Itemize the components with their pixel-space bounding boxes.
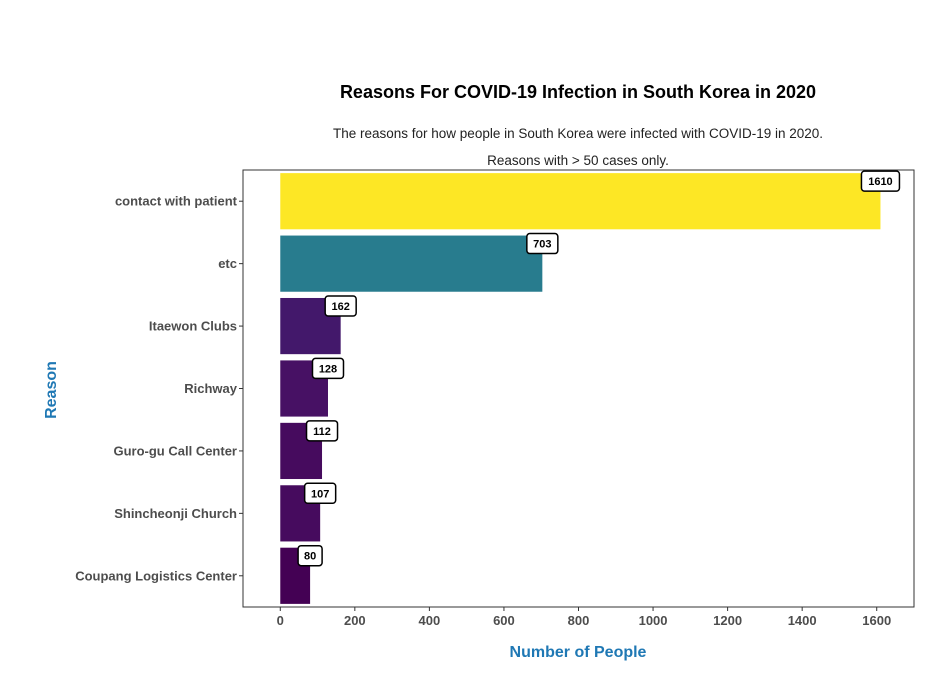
data-label-box	[860, 170, 901, 192]
data-label-text: 1610	[868, 176, 892, 188]
y-tick-label: etc	[218, 256, 237, 271]
y-tick-label: Richway	[184, 381, 238, 396]
data-label-text: 112	[313, 426, 331, 438]
bar	[280, 235, 543, 292]
data-label-text: 703	[533, 239, 551, 251]
y-tick-label: contact with patient	[115, 194, 238, 209]
data-label-text: 162	[331, 301, 349, 313]
data-label: 128	[311, 357, 345, 380]
y-tick-label: Guro-gu Call Center	[113, 443, 237, 458]
plot-area: contact with patient 1610 etc 703 Itaewon Cl…	[75, 169, 915, 628]
x-tick-label: 200	[344, 613, 366, 628]
x-tick-label: 800	[568, 613, 590, 628]
data-label: 112	[305, 420, 339, 442]
data-label-box	[526, 232, 559, 255]
data-label-box	[297, 544, 323, 567]
x-tick-label: 1000	[639, 613, 668, 628]
x-tick-label: 1400	[788, 613, 817, 628]
y-tick-label: Itaewon Clubs	[149, 319, 237, 334]
data-label: 1610	[860, 170, 901, 192]
data-label-box	[324, 295, 357, 317]
data-label: 162	[324, 295, 357, 317]
y-tick-label: Shincheonji Church	[114, 506, 237, 521]
bar	[280, 173, 881, 230]
x-tick-label: 1200	[713, 613, 742, 628]
data-label: 80	[297, 544, 323, 567]
x-tick-label: 0	[277, 613, 284, 628]
data-label-box	[303, 482, 337, 505]
data-label-box	[305, 420, 339, 442]
data-label: 703	[526, 232, 559, 255]
y-axis-title: Reason	[43, 361, 60, 419]
chart-title: Reasons For COVID-19 Infection in South …	[340, 82, 816, 102]
chart-subtitle-line-1: The reasons for how people in South Kore…	[333, 126, 823, 141]
y-tick-label: Coupang Logistics Center	[75, 568, 237, 583]
x-tick-label: 600	[493, 613, 515, 628]
data-label-box	[311, 357, 345, 380]
x-axis-title: Number of People	[510, 644, 647, 661]
x-tick-label: 400	[419, 613, 441, 628]
data-label-text: 128	[319, 363, 337, 375]
data-label: 107	[303, 482, 337, 505]
data-label-text: 80	[304, 551, 316, 563]
data-label-text: 107	[311, 488, 329, 500]
x-tick-label: 1600	[862, 613, 891, 628]
chart-subtitle-line-2: Reasons with > 50 cases only.	[487, 153, 669, 168]
